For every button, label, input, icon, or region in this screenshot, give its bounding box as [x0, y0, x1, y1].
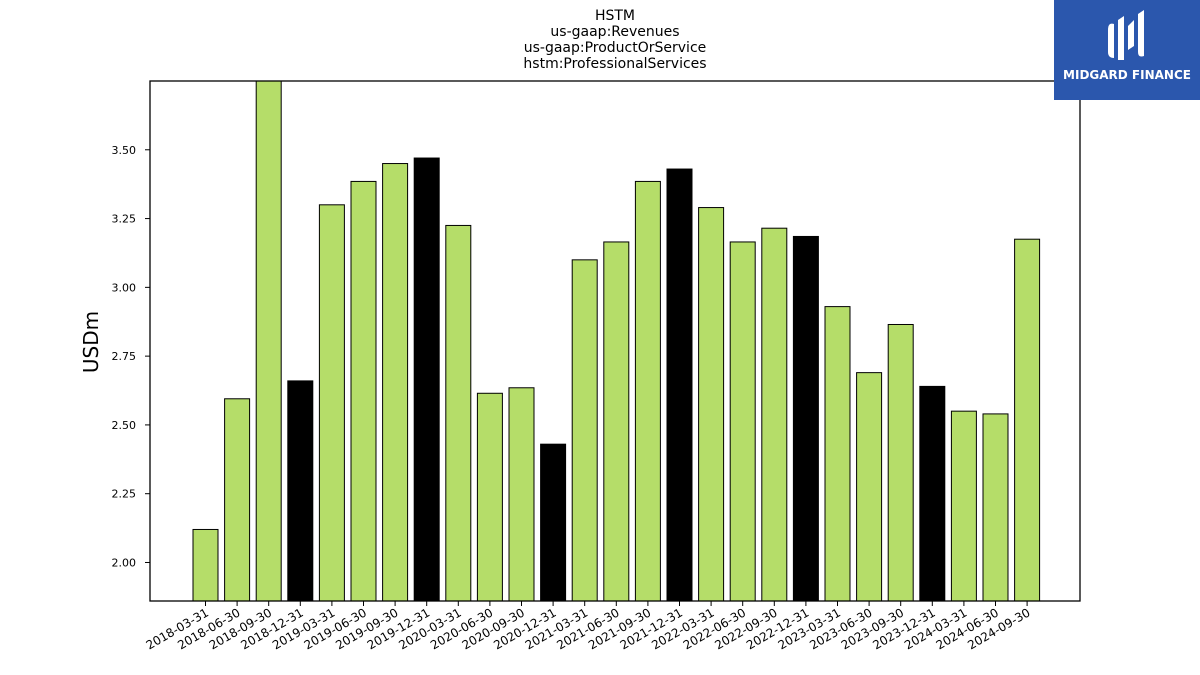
bar-2024-09-30 [1014, 238, 1041, 602]
bar-2022-06-30 [729, 241, 756, 602]
bar-2021-06-30 [603, 241, 630, 602]
bar-2023-09-30 [887, 323, 914, 602]
chart-title: HSTMus-gaap:Revenuesus-gaap:ProductOrSer… [523, 8, 706, 72]
y-tick-label: 3.25 [112, 213, 137, 226]
y-axis: 2.00 2.25 2.50 2.75 3.00 3.25 3.50 [112, 144, 150, 569]
bar-2023-06-30 [856, 372, 883, 602]
bar-2024-03-31 [950, 410, 977, 602]
y-tick-label: 2.75 [112, 350, 137, 363]
y-axis-label: USDm [79, 311, 103, 373]
bar-2018-09-30 [255, 80, 282, 602]
y-tick-label: 3.00 [112, 281, 137, 294]
bar-2020-12-31 [540, 443, 567, 602]
title-line-1: us-gaap:Revenues [550, 24, 679, 40]
bar-2022-12-31 [792, 235, 819, 602]
bar-2019-06-30 [350, 180, 377, 602]
y-tick-label: 3.50 [112, 144, 137, 157]
bar-2022-03-31 [698, 207, 725, 602]
plot-frame [149, 80, 1081, 602]
title-line-0: HSTM [595, 8, 635, 24]
bar-2024-06-30 [982, 413, 1009, 602]
bar-2019-03-31 [318, 204, 345, 602]
bar-2018-06-30 [224, 398, 251, 602]
bar-2020-03-31 [445, 224, 472, 602]
bar-2023-03-31 [824, 306, 851, 602]
bar-2021-12-31 [666, 168, 693, 602]
y-tick-label: 2.50 [112, 419, 137, 432]
x-axis: 2018-03-312018-06-302018-09-302018-12-31… [144, 601, 1033, 652]
bar-2023-12-31 [919, 385, 946, 602]
logo-text: MIDGARD FINANCE [1063, 68, 1191, 82]
y-tick-label: 2.25 [112, 488, 137, 501]
bar-2018-12-31 [287, 380, 314, 602]
bar-2018-03-31 [192, 528, 219, 602]
bar-2022-09-30 [761, 227, 788, 602]
title-line-3: hstm:ProfessionalServices [523, 56, 706, 72]
logo-mark-icon [1108, 10, 1144, 60]
bar-2019-12-31 [413, 157, 440, 602]
title-line-2: us-gaap:ProductOrService [524, 40, 707, 56]
bar-2019-09-30 [382, 163, 409, 602]
bar-2021-09-30 [634, 180, 661, 602]
bar-2020-06-30 [476, 392, 503, 602]
bars-group [192, 80, 1041, 602]
bar-2020-09-30 [508, 387, 535, 602]
brand-logo: MIDGARD FINANCE [1054, 0, 1200, 100]
bar-2021-03-31 [571, 259, 598, 602]
y-tick-label: 2.00 [112, 556, 137, 569]
